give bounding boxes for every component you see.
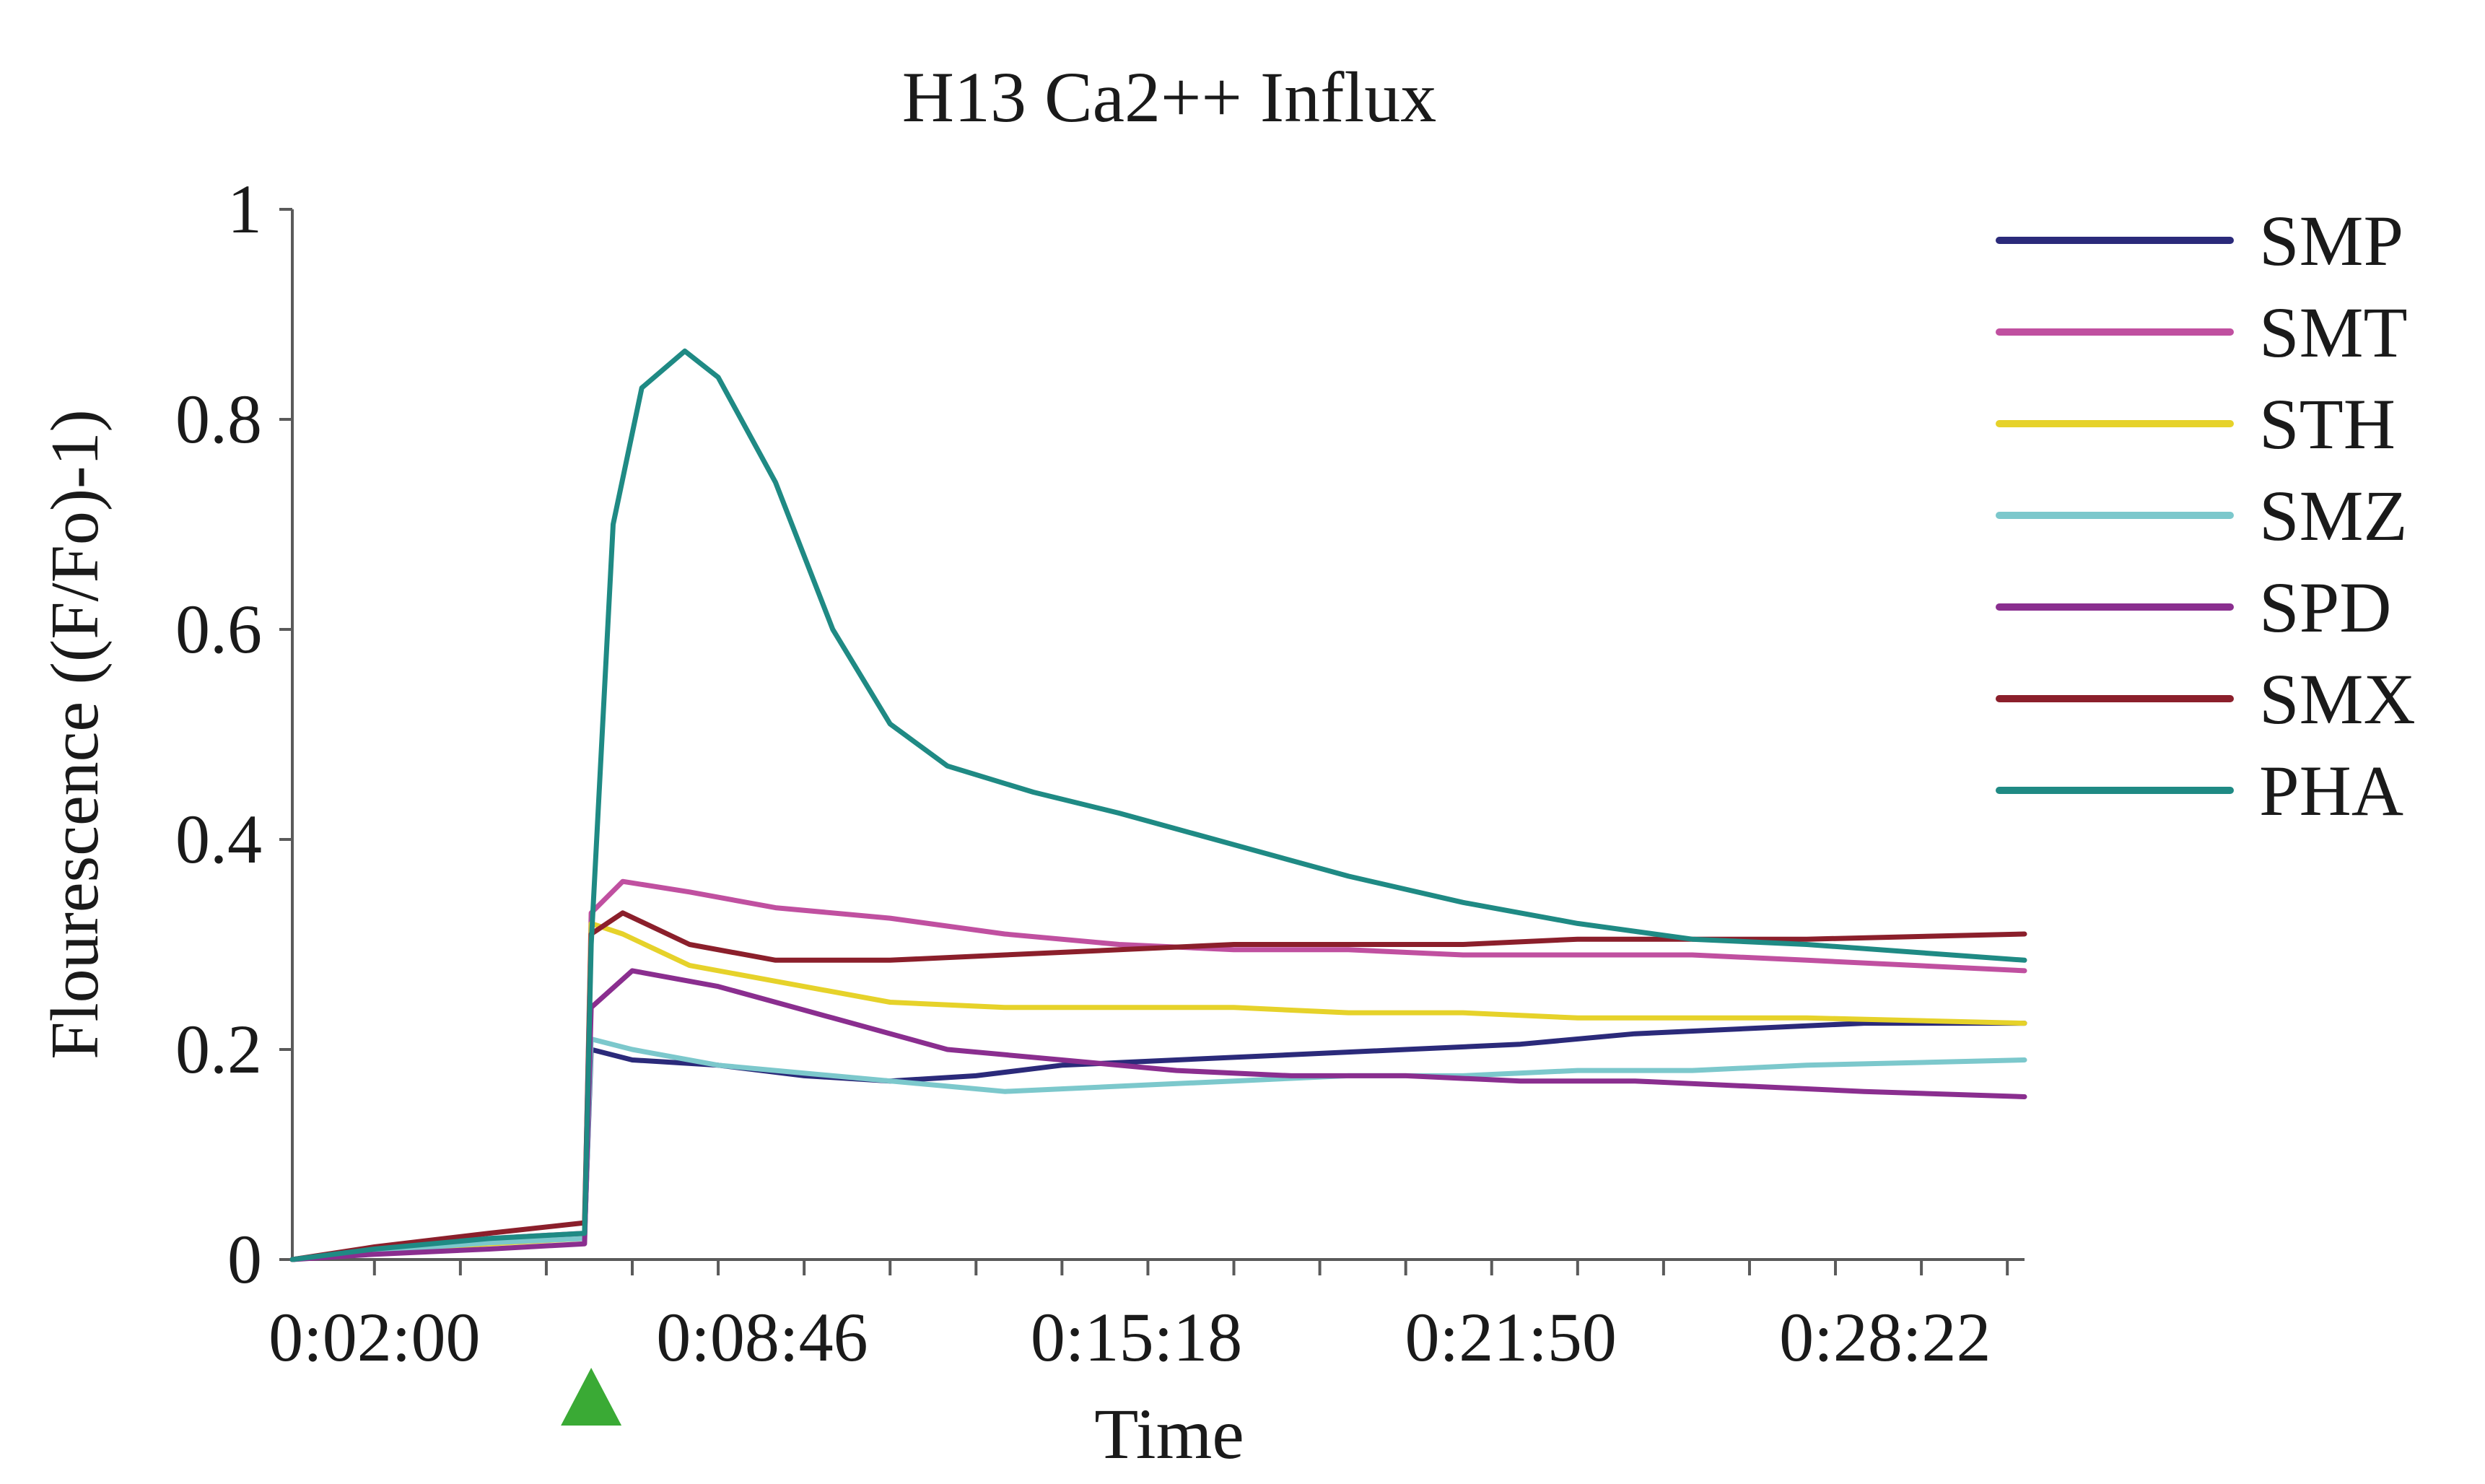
legend-label-smz: SMZ — [2259, 476, 2408, 556]
legend-label-smt: SMT — [2259, 292, 2408, 372]
y-tick-label: 0.6 — [175, 590, 262, 668]
annotation-layer — [561, 1368, 622, 1426]
legend-label-spd: SPD — [2259, 567, 2391, 647]
series-line-smz — [289, 1036, 2027, 1262]
legend-label-pha: PHA — [2259, 751, 2403, 831]
y-axis-label: Flourescence ((F/Fo)-1) — [38, 409, 113, 1060]
series-line-spd — [289, 968, 2027, 1262]
stimulus-marker-triangle — [561, 1368, 622, 1426]
axes: 0 0.2 0.4 0.6 0.8 1 0:02:00 0:08:46 0:15:18 0:21:… — [175, 170, 2025, 1376]
y-tick-label: 0.4 — [175, 800, 262, 878]
y-tick-label: 0 — [227, 1221, 262, 1298]
x-tick-label: 0:15:18 — [1031, 1298, 1242, 1376]
series-line-sth — [289, 920, 2027, 1262]
legend-label-sth: STH — [2259, 384, 2396, 464]
x-tick-label: 0:08:46 — [656, 1298, 868, 1376]
x-tick-label: 0:28:22 — [1779, 1298, 1991, 1376]
x-tick-label: 0:21:50 — [1405, 1298, 1617, 1376]
x-tick-label: 0:02:00 — [268, 1298, 480, 1376]
series-line-smx — [289, 910, 2027, 1262]
y-tick-label: 0.2 — [175, 1011, 262, 1088]
x-axis-label: Time — [1094, 1394, 1244, 1474]
y-tick-label: 0.8 — [175, 380, 262, 458]
series-line-pha — [289, 348, 2027, 1262]
plot-lines — [289, 348, 2027, 1262]
legend: SMP SMT STH SMZ SPD SMX PHA — [1996, 201, 2416, 831]
y-tick-label: 1 — [227, 170, 262, 248]
legend-label-smp: SMP — [2259, 201, 2403, 281]
legend-label-smx: SMX — [2259, 659, 2416, 739]
chart-title: H13 Ca2++ Influx — [902, 57, 1436, 137]
